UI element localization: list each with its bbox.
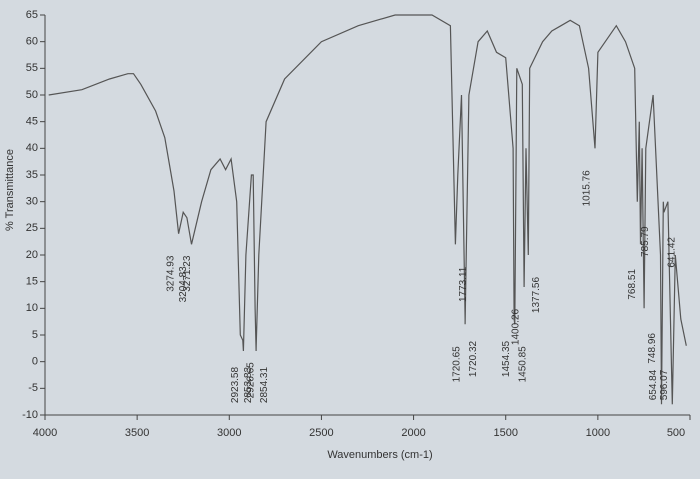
x-tick-label: 2000 [401,427,425,439]
x-tick-label: 500 [667,427,685,439]
x-tick-label: 3500 [125,427,149,439]
y-tick-label: 55 [26,62,38,74]
x-tick-label: 1500 [493,427,517,439]
peak-label: 3274.93 [165,255,176,292]
y-tick-label: 10 [26,302,38,314]
x-tick-label: 2500 [309,427,333,439]
y-tick-label: 25 [26,222,38,234]
peak-label: 1400.26 [511,308,522,345]
peak-label: 596.07 [659,369,670,400]
peak-label: 641.42 [667,237,678,268]
peak-label: 2854.31 [259,366,270,403]
x-tick-label: 4000 [33,427,57,439]
y-tick-label: 40 [26,142,38,154]
y-tick-label: -5 [28,382,38,394]
y-tick-label: 50 [26,89,38,101]
y-tick-label: 15 [26,276,38,288]
peak-label: 748.96 [647,333,658,364]
peak-label: 1454.35 [501,340,512,377]
peak-label: 1720.32 [468,340,479,377]
peak-label: 654.84 [648,369,659,400]
y-tick-label: 45 [26,116,38,128]
y-tick-label: 5 [32,329,38,341]
peak-label: 768.51 [627,269,638,300]
y-tick-label: 0 [32,356,38,368]
peak-label: 1773.11 [458,266,469,302]
peak-label: 1015.76 [582,170,593,207]
y-tick-label: 60 [26,36,38,48]
peak-label: 3271.23 [182,255,193,292]
peak-label: 1720.65 [452,346,463,383]
peak-label: 785.79 [640,226,651,257]
peak-label: 1450.85 [517,346,528,383]
peak-label: 2926.65 [245,362,256,399]
y-tick-label: 30 [26,196,38,208]
peak-label: 1377.56 [531,276,542,313]
y-axis-label: % Transmittance [4,149,16,231]
x-axis-label: Wavenumbers (cm-1) [327,449,432,461]
y-tick-label: 20 [26,249,38,261]
y-tick-label: -10 [22,409,38,421]
x-tick-label: 3000 [217,427,241,439]
y-tick-label: 65 [26,9,38,21]
peak-label: 2853.83 [243,366,254,403]
y-tick-label: 35 [26,169,38,181]
spectrum-line [48,14,687,405]
peak-label: 2923.58 [230,366,241,403]
x-tick-label: 1000 [586,427,610,439]
peak-label: 3204.83 [178,266,189,303]
